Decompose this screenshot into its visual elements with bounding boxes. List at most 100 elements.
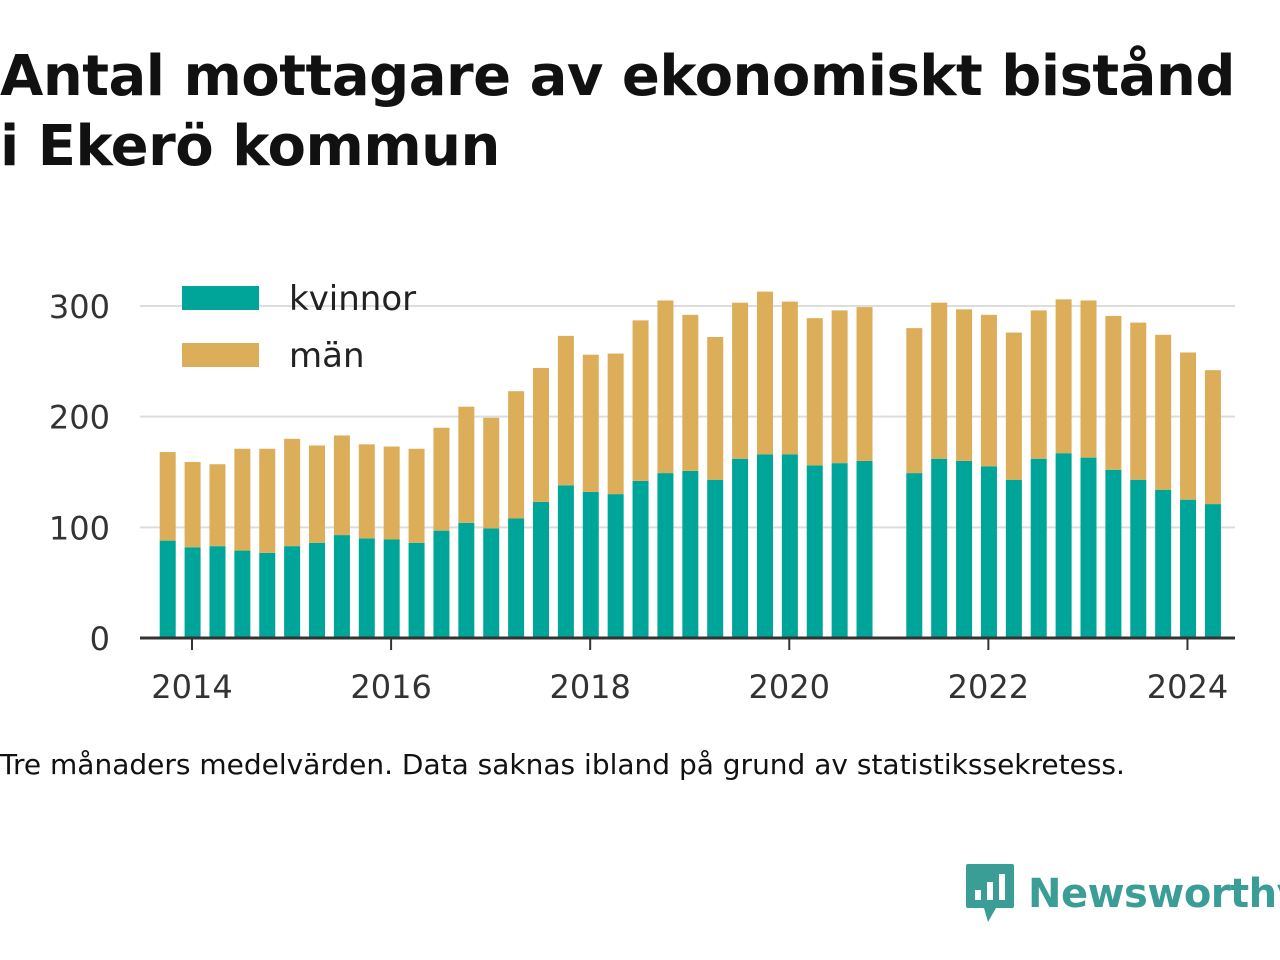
y-tick-label: 0 <box>90 620 110 658</box>
bar-man <box>1030 310 1047 459</box>
bar-man <box>433 427 450 531</box>
bar-kvinnor <box>831 463 848 638</box>
bar-man <box>309 445 326 543</box>
bar-kvinnor <box>259 552 276 638</box>
bar-kvinnor <box>682 470 699 638</box>
bar-kvinnor <box>1005 479 1022 638</box>
bar-kvinnor <box>1204 504 1221 638</box>
chart-title-line-2: i Ekerö kommun <box>0 114 500 179</box>
bar-kvinnor <box>756 454 773 638</box>
bar-kvinnor <box>1155 489 1172 638</box>
bar-kvinnor <box>906 473 923 638</box>
bar-man <box>806 318 823 466</box>
bar-man <box>1105 315 1122 470</box>
bar-kvinnor <box>1080 457 1097 638</box>
bar-kvinnor <box>956 460 973 638</box>
bar-kvinnor <box>234 550 251 638</box>
bar-man <box>508 391 525 519</box>
bar-man <box>931 302 948 459</box>
brand-name: Newsworthy <box>1028 871 1280 917</box>
bar-kvinnor <box>358 538 375 638</box>
bar-man <box>980 314 997 467</box>
bar-kvinnor <box>483 528 500 638</box>
bar-man <box>408 448 425 543</box>
bar-kvinnor <box>458 522 475 638</box>
bar-man <box>831 310 848 464</box>
bar-kvinnor <box>781 454 798 638</box>
bar-kvinnor <box>333 535 350 638</box>
y-tick-label: 200 <box>49 399 110 437</box>
bar-man <box>956 309 973 461</box>
bar-man <box>781 301 798 455</box>
bar-man <box>582 354 599 492</box>
bar-man <box>1130 322 1147 480</box>
bar-kvinnor <box>433 530 450 638</box>
bar-kvinnor <box>632 480 649 638</box>
bar-man <box>209 464 226 547</box>
bar-man <box>184 462 201 548</box>
bar-man <box>1055 299 1072 454</box>
bar-kvinnor <box>184 547 201 638</box>
x-tick-label: 2022 <box>948 668 1029 706</box>
bar-kvinnor <box>732 458 749 638</box>
bar-kvinnor <box>383 539 400 638</box>
bar-man <box>607 353 624 495</box>
chart-title: Antal mottagare av ekonomiskt bistånd i … <box>0 42 1280 182</box>
bar-man <box>756 291 773 455</box>
legend-swatch-man <box>182 343 259 367</box>
bar-man <box>557 335 574 486</box>
bar-kvinnor <box>309 542 326 638</box>
bar-man <box>533 367 550 502</box>
bar-man <box>1155 334 1172 490</box>
bar-kvinnor <box>533 501 550 638</box>
brand-logo: Newsworthy <box>964 862 1280 926</box>
bar-kvinnor <box>707 479 724 638</box>
bar-man <box>856 307 873 461</box>
bar-kvinnor <box>1105 469 1122 638</box>
bar-kvinnor <box>1030 458 1047 638</box>
bar-man <box>732 302 749 459</box>
stacked-bar-chart: 0 100 200 300 2014 2016 2018 2020 2022 2024 kvinno… <box>49 279 1235 706</box>
bar-kvinnor <box>209 546 226 638</box>
bar-man <box>657 300 674 474</box>
bar-man <box>1005 332 1022 480</box>
bar-man <box>1180 352 1197 500</box>
bar-kvinnor <box>1055 453 1072 638</box>
x-tick-label: 2020 <box>749 668 830 706</box>
bar-kvinnor <box>159 540 176 638</box>
bar-kvinnor <box>1130 479 1147 638</box>
bar-kvinnor <box>408 542 425 638</box>
legend-label-kvinnor: kvinnor <box>289 279 416 319</box>
bar-kvinnor <box>557 485 574 638</box>
bar-kvinnor <box>1180 499 1197 638</box>
bar-man <box>358 444 375 539</box>
chart-title-line-1: Antal mottagare av ekonomiskt bistånd <box>0 44 1235 109</box>
bar-kvinnor <box>806 465 823 638</box>
bar-man <box>333 435 350 536</box>
bar-man <box>632 320 649 481</box>
bar-man <box>383 446 400 540</box>
x-tick-label: 2024 <box>1147 668 1228 706</box>
bar-man <box>1204 370 1221 505</box>
x-tick-label: 2018 <box>549 668 630 706</box>
bar-man <box>483 417 500 529</box>
bar-man <box>1080 300 1097 458</box>
bar-man <box>159 452 176 541</box>
bar-man <box>906 328 923 474</box>
x-tick-label: 2016 <box>350 668 431 706</box>
bar-kvinnor <box>980 466 997 638</box>
bar-kvinnor <box>931 458 948 638</box>
bar-kvinnor <box>856 460 873 638</box>
legend-swatch-kvinnor <box>182 286 259 310</box>
newsworthy-logo-icon <box>966 864 1014 922</box>
chart-caption: Tre månaders medelvärden. Data saknas ib… <box>0 748 1125 781</box>
bar-kvinnor <box>284 546 301 638</box>
bar-man <box>707 336 724 480</box>
bar-man <box>458 406 475 523</box>
legend-label-man: män <box>289 336 365 376</box>
bar-man <box>284 438 301 547</box>
bar-kvinnor <box>508 518 525 638</box>
bar-kvinnor <box>582 491 599 638</box>
bar-kvinnor <box>657 473 674 638</box>
y-tick-label: 100 <box>49 509 110 547</box>
